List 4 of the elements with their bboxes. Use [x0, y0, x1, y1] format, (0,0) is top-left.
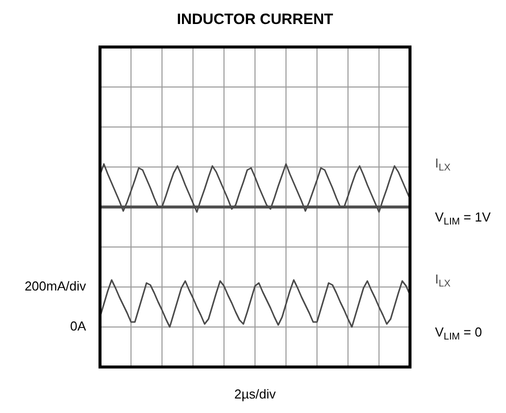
chart-title: INDUCTOR CURRENT [176, 11, 334, 28]
y-tick-label: 0A [70, 318, 86, 334]
x-axis-title: 2µs/div [234, 386, 276, 402]
y-tick-label: 200mA/div [24, 278, 86, 294]
